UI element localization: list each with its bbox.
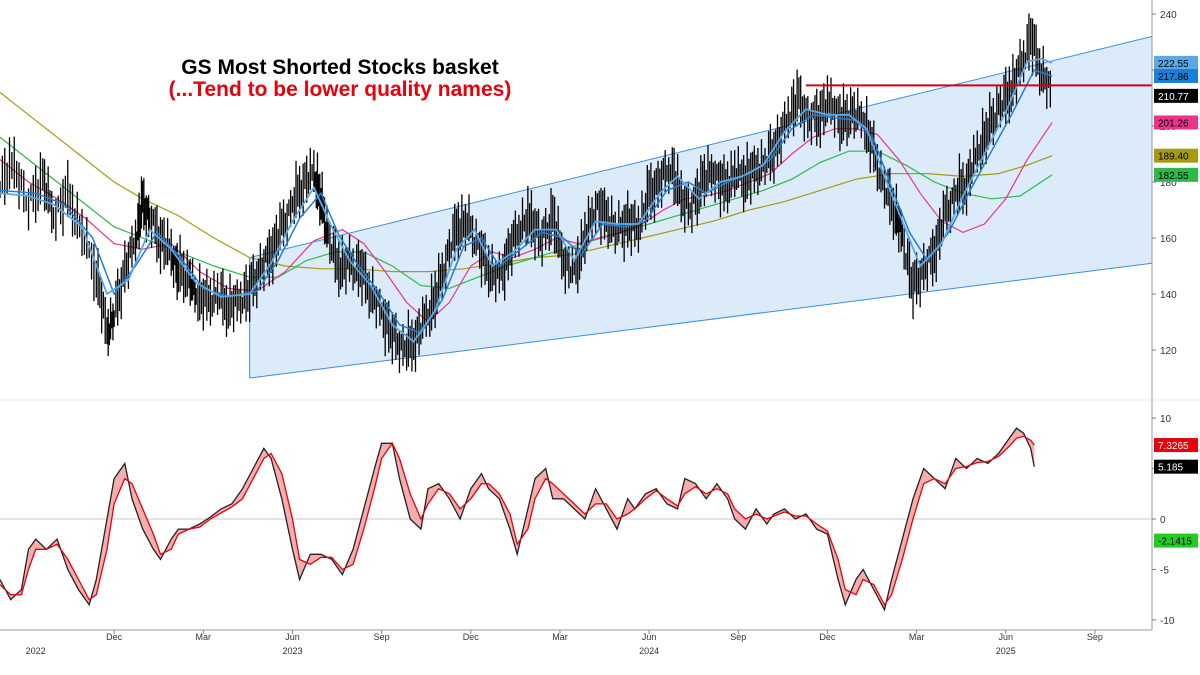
price-value-tag xyxy=(1154,68,1198,83)
chart-title: GS Most Shorted Stocks basket xyxy=(181,56,499,79)
osc-tick-label: 0 xyxy=(1160,515,1166,526)
channel-upper-line xyxy=(249,35,1153,259)
x-tick-label: Sep xyxy=(730,632,746,642)
price-value-tag xyxy=(1154,167,1198,182)
price-value-tag xyxy=(1154,88,1198,103)
price-value-tag-label: 210.77 xyxy=(1158,92,1189,103)
osc-line xyxy=(0,427,1035,612)
price-tick-label: 140 xyxy=(1160,290,1177,301)
x-tick-label: Mar xyxy=(909,632,925,642)
x-tick-label: Jun xyxy=(642,632,657,642)
ma-fast-line xyxy=(0,57,1053,343)
osc-tick-label: -10 xyxy=(1160,616,1175,627)
x-tick-label: Dec xyxy=(463,632,480,642)
osc-tick-label: 10 xyxy=(1160,414,1172,425)
price-value-tag-label: 182.55 xyxy=(1158,171,1189,182)
price-value-tag xyxy=(1154,148,1198,163)
price-value-tag-label: 189.40 xyxy=(1158,152,1189,163)
x-tick-label: Jun xyxy=(999,632,1014,642)
chart-subtitle: (...Tend to be lower quality names) xyxy=(168,78,512,101)
price-value-tag-label: 217.86 xyxy=(1158,72,1189,83)
osc-value-tag xyxy=(1154,459,1198,474)
price-tick-label: 120 xyxy=(1160,346,1177,357)
year-label: 2022 xyxy=(26,646,46,656)
price-value-tag-label: 201.26 xyxy=(1158,118,1189,129)
x-tick-label: Dec xyxy=(819,632,836,642)
x-tick-label: Mar xyxy=(552,632,568,642)
x-tick-label: Sep xyxy=(1087,632,1103,642)
price-tick-label: 180 xyxy=(1160,178,1177,189)
x-tick-label: Jun xyxy=(285,632,300,642)
price-value-tag xyxy=(1154,55,1198,70)
osc-value-tag xyxy=(1154,533,1198,548)
x-tick-label: Sep xyxy=(374,632,390,642)
x-tick-label: Dec xyxy=(106,632,123,642)
year-label: 2023 xyxy=(282,646,302,656)
osc-value-tag-label: 5.185 xyxy=(1158,463,1183,474)
price-bars xyxy=(0,13,1052,373)
osc-value-tag xyxy=(1154,438,1198,453)
price-value-tag-label: 222.55 xyxy=(1158,59,1189,70)
osc-value-tag-label: -2.1415 xyxy=(1158,537,1192,548)
trend-channel-fill xyxy=(249,36,1153,379)
year-label: 2025 xyxy=(996,646,1016,656)
price-tick-label: 160 xyxy=(1160,234,1177,245)
price-tick-label: 240 xyxy=(1160,10,1177,21)
x-tick-label: Mar xyxy=(196,632,212,642)
year-label: 2024 xyxy=(639,646,659,656)
osc-value-tag-label: 7.3265 xyxy=(1158,441,1189,452)
price-value-tag xyxy=(1154,115,1198,130)
osc-signal-line xyxy=(0,435,1035,607)
osc-tick-label: -5 xyxy=(1160,565,1169,576)
